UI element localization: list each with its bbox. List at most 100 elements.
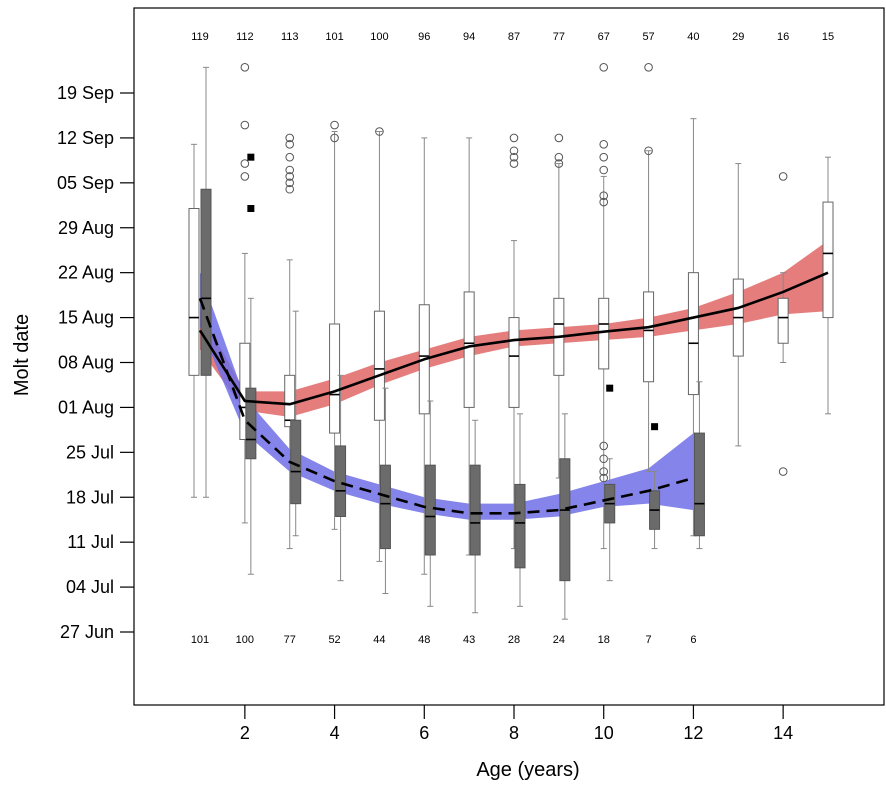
outlier-point bbox=[247, 153, 255, 161]
bottom-count-label: 100 bbox=[236, 634, 254, 646]
outlier-point bbox=[778, 172, 788, 181]
y-tick-label: 15 Aug bbox=[58, 308, 114, 328]
x-tick-label: 12 bbox=[683, 723, 703, 743]
top-count-label: 101 bbox=[325, 31, 343, 43]
outlier-point bbox=[247, 205, 255, 212]
bottom-count-label: 43 bbox=[463, 634, 475, 646]
bottom-count-label: 24 bbox=[553, 634, 565, 646]
box-body bbox=[559, 458, 571, 582]
upper-box-age-3 bbox=[284, 133, 296, 550]
bottom-count-label: 101 bbox=[191, 634, 209, 646]
x-axis-title: Age (years) bbox=[476, 759, 579, 781]
lower-confidence-band bbox=[200, 272, 694, 520]
lower-box-age-1 bbox=[200, 66, 212, 498]
lower-box-age-11 bbox=[649, 423, 661, 550]
top-count-label: 29 bbox=[732, 31, 744, 43]
outlier-point bbox=[240, 63, 250, 72]
y-tick-label: 05 Sep bbox=[57, 173, 114, 193]
box-body bbox=[469, 464, 481, 556]
outlier-point bbox=[599, 467, 609, 476]
box-body bbox=[643, 291, 655, 383]
top-count-label: 16 bbox=[777, 31, 789, 43]
bottom-count-label: 52 bbox=[328, 634, 340, 646]
box-body bbox=[463, 291, 475, 408]
lower-box-age-12 bbox=[693, 381, 705, 550]
box-body bbox=[200, 188, 212, 376]
outlier-point bbox=[240, 172, 250, 181]
outlier-point bbox=[644, 146, 653, 156]
outlier-point bbox=[509, 159, 519, 168]
box-body bbox=[329, 323, 341, 434]
box-body bbox=[284, 374, 296, 428]
lower-box-age-10 bbox=[604, 384, 616, 582]
bottom-count-label: 28 bbox=[508, 634, 520, 646]
upper-box-age-12 bbox=[687, 118, 699, 537]
upper-box-age-15 bbox=[822, 156, 834, 415]
lower-box-age-8 bbox=[514, 413, 526, 607]
box-body bbox=[245, 387, 257, 460]
box-body bbox=[424, 464, 436, 556]
y-tick-label: 08 Aug bbox=[58, 353, 114, 373]
outlier-point bbox=[651, 423, 659, 431]
top-count-label: 15 bbox=[822, 31, 834, 43]
bottom-count-label: 77 bbox=[284, 634, 296, 646]
lower-box-age-6 bbox=[424, 400, 436, 607]
y-tick-label: 04 Jul bbox=[66, 577, 114, 597]
upper-box-age-4 bbox=[329, 120, 341, 530]
outlier-point bbox=[375, 127, 384, 136]
box-body bbox=[188, 208, 200, 376]
outlier-point bbox=[554, 152, 564, 162]
bottom-count-label: 48 bbox=[418, 634, 430, 646]
lower-box-age-4 bbox=[335, 374, 347, 582]
outlier-point bbox=[330, 120, 339, 130]
box-body bbox=[693, 432, 705, 537]
box-body bbox=[822, 201, 834, 319]
upper-box-age-8 bbox=[508, 133, 520, 550]
outlier-point bbox=[599, 191, 609, 200]
top-count-label: 57 bbox=[642, 31, 654, 43]
outlier-point bbox=[509, 152, 519, 162]
outlier-point bbox=[599, 63, 609, 72]
outlier-point bbox=[240, 159, 250, 168]
upper-box-age-11 bbox=[643, 63, 655, 473]
y-tick-label: 29 Aug bbox=[58, 218, 114, 238]
box-body bbox=[379, 464, 391, 550]
box-body bbox=[777, 297, 789, 344]
upper-fitted-curve bbox=[198, 271, 829, 406]
outlier-point bbox=[778, 467, 788, 476]
top-count-label: 113 bbox=[281, 31, 299, 43]
outlier-point bbox=[330, 133, 339, 143]
outlier-point bbox=[599, 473, 609, 483]
top-count-label: 40 bbox=[687, 31, 699, 43]
top-count-label: 119 bbox=[191, 31, 209, 43]
outlier-point bbox=[644, 63, 653, 72]
outlier-point bbox=[285, 152, 295, 162]
upper-box-age-13 bbox=[732, 163, 744, 447]
x-tick-label: 2 bbox=[240, 723, 250, 743]
upper-box-age-7 bbox=[463, 137, 475, 556]
box-body bbox=[373, 310, 385, 421]
box-body bbox=[687, 272, 699, 396]
top-count-label: 100 bbox=[370, 31, 388, 43]
upper-box-age-14 bbox=[777, 172, 789, 476]
upper-box-age-1 bbox=[188, 143, 200, 498]
y-tick-label: 19 Sep bbox=[57, 83, 114, 103]
top-count-label: 96 bbox=[418, 31, 430, 43]
lower-box-age-2 bbox=[245, 153, 257, 575]
upper-box-age-10 bbox=[598, 63, 610, 550]
bottom-count-label: 6 bbox=[690, 634, 696, 646]
bottom-count-label: 44 bbox=[373, 634, 385, 646]
y-tick-label: 25 Jul bbox=[66, 442, 114, 462]
outlier-point bbox=[509, 146, 519, 156]
x-tick-label: 8 bbox=[509, 723, 519, 743]
y-tick-label: 22 Aug bbox=[58, 263, 114, 283]
y-tick-label: 18 Jul bbox=[66, 487, 114, 507]
box-body bbox=[514, 483, 526, 569]
outlier-point bbox=[240, 120, 250, 130]
axes: 27 Jun 04 Jul 11 Jul 18 Jul 25 Jul 01 Aug 08 A… bbox=[57, 7, 885, 743]
outlier-point bbox=[285, 133, 295, 143]
top-count-label: 77 bbox=[553, 31, 565, 43]
y-tick-label: 12 Sep bbox=[57, 128, 114, 148]
outlier-point bbox=[599, 441, 609, 451]
